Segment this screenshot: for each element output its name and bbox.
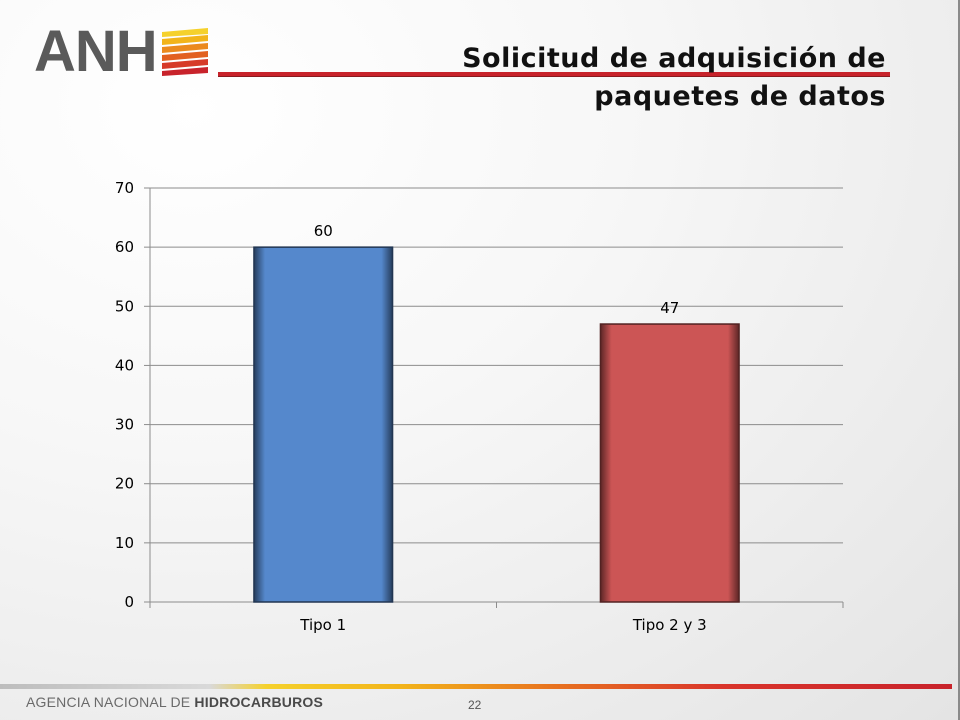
- agency-name-regular: AGENCIA NACIONAL DE: [26, 694, 195, 710]
- bar-tipo-2-y-3: [599, 323, 740, 603]
- y-tick-label: 30: [115, 416, 134, 434]
- x-tick-label: Tipo 1: [299, 616, 346, 634]
- y-tick-label: 40: [115, 356, 134, 374]
- x-tick-label: Tipo 2 y 3: [632, 616, 707, 634]
- bar-tipo-1: [253, 246, 394, 603]
- footer-color-bar: [0, 684, 952, 689]
- logo-text: ANH: [34, 19, 158, 84]
- agency-name-bold: HIDROCARBUROS: [194, 694, 324, 710]
- y-tick-label: 20: [115, 475, 134, 493]
- flame-stripes-icon: [162, 28, 208, 76]
- y-tick-label: 70: [115, 179, 134, 197]
- y-tick-label: 0: [124, 593, 134, 611]
- page-number: 22: [468, 698, 482, 712]
- agency-name: AGENCIA NACIONAL DE HIDROCARBUROS: [26, 694, 323, 710]
- y-tick-label: 50: [115, 297, 134, 315]
- data-label: 60: [314, 222, 333, 240]
- data-label: 47: [660, 299, 679, 317]
- y-tick-label: 10: [115, 534, 134, 552]
- slide-title: Solicitud de adquisición de paquetes de …: [462, 43, 886, 112]
- slide-edge: [958, 0, 960, 720]
- y-tick-label: 60: [115, 238, 134, 256]
- title-rule: [218, 72, 890, 77]
